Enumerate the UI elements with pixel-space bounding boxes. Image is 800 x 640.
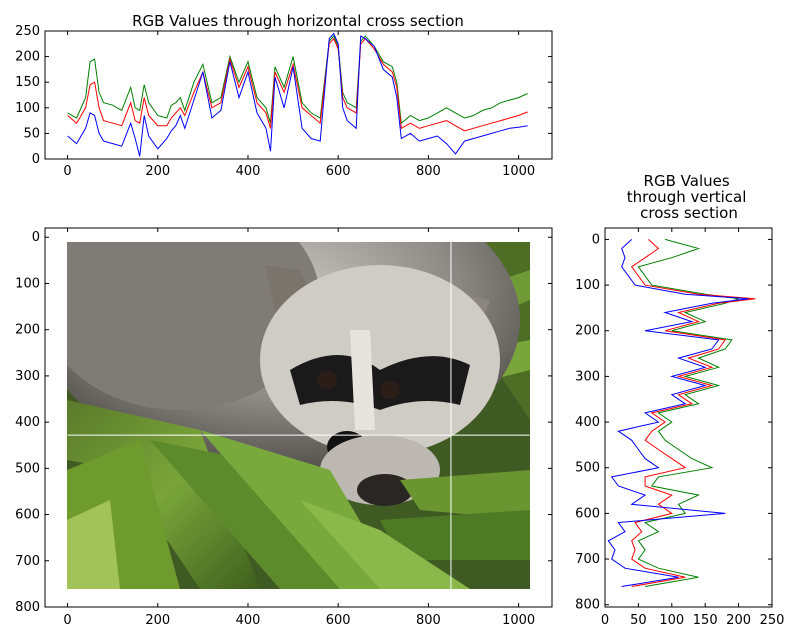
top-ytick-label: 250 — [15, 24, 40, 39]
right-chart-title: RGB Values through vertical cross sectio… — [627, 172, 751, 222]
top-chart-series — [67, 32, 528, 157]
right-series-line-1 — [630, 239, 756, 587]
top-xtick-label: 0 — [63, 164, 71, 179]
image-ytick-label: 800 — [15, 600, 40, 615]
right-series-line-2 — [607, 239, 749, 587]
right-xtick-label: 200 — [726, 613, 751, 628]
top-ytick-label: 100 — [15, 101, 40, 116]
image-ytick-label: 200 — [15, 323, 40, 338]
right-chart-frame — [604, 227, 773, 608]
right-xtick-label: 100 — [659, 613, 684, 628]
right-ytick-label: 500 — [575, 461, 600, 476]
right-chart-title-line-1: RGB Values — [644, 172, 730, 190]
right-xtick-label: 50 — [630, 613, 647, 628]
right-chart-title-line-3: cross section — [640, 204, 738, 222]
top-series-line-1 — [67, 37, 528, 132]
right-chart-title-line-2: through vertical — [627, 188, 747, 206]
right-ytick-label: 100 — [575, 278, 600, 293]
image-ytick-label: 100 — [15, 276, 40, 291]
right-xtick-label: 250 — [760, 613, 785, 628]
right-ytick-label: 300 — [575, 369, 600, 384]
right-chart: RGB Values through vertical cross sectio… — [575, 172, 784, 628]
top-ytick-label: 0 — [32, 152, 40, 167]
top-series-line-2 — [67, 32, 528, 157]
image-xtick-label: 0 — [63, 613, 71, 628]
top-ytick-label: 50 — [23, 126, 40, 141]
raccoon-photo — [67, 242, 530, 589]
image-xtick-label: 1000 — [502, 613, 535, 628]
right-chart-ticks: 0 50 100 150 200 250 0 100 200 300 400 500 600 700 800 — [575, 228, 784, 628]
image-ytick-label: 400 — [15, 415, 40, 430]
image-xtick-label: 200 — [145, 613, 170, 628]
image-xtick-label: 400 — [236, 613, 261, 628]
top-chart-ticks: 0 200 400 600 800 1000 0 50 100 150 200 250 — [15, 24, 552, 179]
right-ytick-label: 700 — [575, 552, 600, 567]
image-ytick-label: 0 — [32, 230, 40, 245]
top-xtick-label: 400 — [236, 164, 261, 179]
image-xtick-label: 800 — [416, 613, 441, 628]
top-chart-frame — [44, 30, 553, 160]
right-ytick-label: 200 — [575, 324, 600, 339]
right-xtick-label: 0 — [601, 613, 609, 628]
top-series-line-0 — [67, 35, 528, 125]
right-chart-series — [607, 238, 756, 587]
top-xtick-label: 800 — [416, 164, 441, 179]
image-panel: 0 200 400 600 800 1000 0 100 200 300 400 500 600 700 8… — [15, 227, 553, 628]
right-ytick-label: 600 — [575, 506, 600, 521]
top-xtick-label: 600 — [326, 164, 351, 179]
right-xtick-label: 150 — [693, 613, 718, 628]
image-ytick-label: 600 — [15, 508, 40, 523]
top-ytick-label: 150 — [15, 75, 40, 90]
right-ytick-label: 800 — [575, 598, 600, 613]
top-xtick-label: 1000 — [502, 164, 535, 179]
image-ticks: 0 200 400 600 800 1000 0 100 200 300 400 500 600 700 8… — [15, 228, 552, 628]
top-chart-title: RGB Values through horizontal cross sect… — [132, 12, 464, 30]
top-xtick-label: 200 — [145, 164, 170, 179]
right-ytick-label: 0 — [592, 232, 600, 247]
top-chart: RGB Values through horizontal cross sect… — [15, 12, 553, 179]
image-xtick-label: 600 — [326, 613, 351, 628]
image-ytick-label: 500 — [15, 461, 40, 476]
image-frame — [44, 227, 553, 608]
right-ytick-label: 400 — [575, 415, 600, 430]
top-ytick-label: 200 — [15, 50, 40, 65]
image-ytick-label: 700 — [15, 554, 40, 569]
image-ytick-label: 300 — [15, 369, 40, 384]
